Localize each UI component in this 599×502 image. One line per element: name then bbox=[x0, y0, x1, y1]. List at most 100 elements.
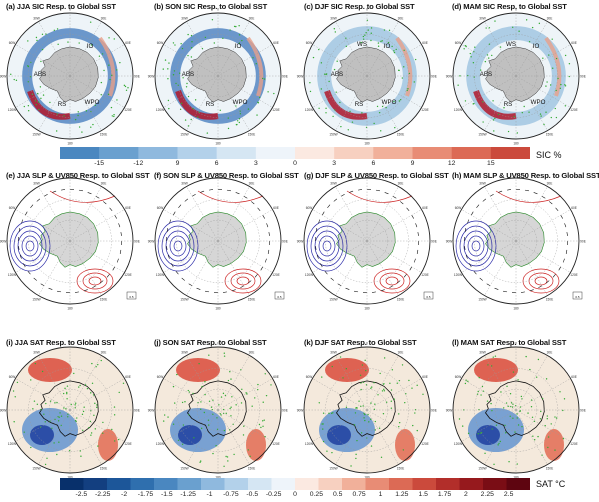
slp-map-panel: 0 30W 60W 90W 120W 150W 180 150E 120E 90E 60E 30E 0.… bbox=[446, 173, 586, 311]
map-tick-label: 150E bbox=[248, 467, 255, 471]
region-label: ABS bbox=[34, 71, 46, 78]
panel-title: (f) SON SLP & UV850 Resp. to Global SST bbox=[154, 171, 299, 180]
map-tick-label: 60E bbox=[422, 375, 428, 379]
map-tick-label: 150E bbox=[397, 133, 404, 137]
map-tick-label: 90E bbox=[431, 240, 437, 244]
map-tick-label: 0 bbox=[515, 342, 517, 346]
sic-colorbar-tick: 3 bbox=[332, 160, 337, 167]
map-tick-label: 30W bbox=[479, 16, 486, 20]
map-tick-label: 120W bbox=[454, 108, 462, 112]
map-tick-label: 180 bbox=[215, 476, 221, 480]
map-tick-label: 90E bbox=[580, 409, 586, 413]
sat-colorbar-swatch bbox=[389, 478, 413, 490]
map-tick-label: 180 bbox=[215, 307, 221, 311]
map-tick-label: 60W bbox=[306, 206, 313, 210]
map-tick-label: 120W bbox=[8, 442, 16, 446]
sat-colorbar-swatch bbox=[130, 478, 155, 490]
map-tick-label: 60W bbox=[455, 375, 462, 379]
map-tick-label: 30W bbox=[330, 181, 337, 185]
region-label: IO bbox=[533, 43, 540, 50]
map-tick-label: 30E bbox=[547, 181, 553, 185]
map-tick-label: 120E bbox=[124, 442, 131, 446]
sic-map-panel: 0 30W 60W 90W 120W 150W 180 150E 120E 90E 60E 30E AB… bbox=[0, 8, 140, 146]
map-tick-label: 120W bbox=[454, 442, 462, 446]
reference-vector-label: 0.5 bbox=[426, 295, 431, 299]
sat-colorbar-swatch bbox=[107, 478, 131, 490]
sat-map-panel: 0 30W 60W 90W 120W 150W 180 150E 120E 90E 60E 30E bbox=[297, 342, 437, 480]
map-tick-label: 30W bbox=[33, 181, 40, 185]
region-label: IO bbox=[384, 43, 391, 50]
sic-map-panel: 0 30W 60W 90W 120W 150W 180 150E 120E 90E 60E 30E AB… bbox=[446, 8, 586, 146]
map-tick-label: 30E bbox=[249, 181, 255, 185]
sat-colorbar-tick: 1.75 bbox=[437, 491, 452, 498]
sic-colorbar-tick: 6 bbox=[214, 160, 219, 167]
sic-colorbar-swatch bbox=[451, 147, 492, 159]
sat-map-panel: 0 30W 60W 90W 120W 150W 180 150E 120E 90E 60E 30E bbox=[0, 342, 140, 480]
sic-colorbar-tick: -15 bbox=[94, 160, 105, 167]
map-tick-label: 180 bbox=[364, 476, 370, 480]
map-tick-label: 150E bbox=[397, 298, 404, 302]
map-tick-label: 150W bbox=[32, 133, 40, 137]
slp-map-panel: 0 30W 60W 90W 120W 150W 180 150E 120E 90E 60E 30E 0.… bbox=[0, 173, 140, 311]
map-tick-label: 90W bbox=[148, 75, 155, 79]
region-label: IO bbox=[87, 43, 94, 50]
sat-colorbar-tick: -2 bbox=[121, 491, 128, 498]
map-tick-label: 0 bbox=[217, 342, 219, 346]
sat-colorbar-tick: -1 bbox=[206, 491, 213, 498]
sat-map-panel: 0 30W 60W 90W 120W 150W 180 150E 120E 90E 60E 30E bbox=[446, 342, 586, 480]
sat-colorbar-tick: -0.75 bbox=[223, 491, 239, 498]
slp-map-panel: 0 30W 60W 90W 120W 150W 180 150E 120E 90E 60E 30E 0.… bbox=[297, 173, 437, 311]
map-tick-label: 150E bbox=[546, 467, 553, 471]
map-tick-label: 180 bbox=[67, 476, 73, 480]
map-tick-label: 90W bbox=[297, 240, 304, 244]
map-tick-label: 60E bbox=[125, 375, 131, 379]
map-tick-label: 90E bbox=[282, 75, 288, 79]
map-tick-label: 0 bbox=[515, 173, 517, 177]
map-tick-label: 60W bbox=[157, 375, 164, 379]
map-tick-label: 150W bbox=[32, 467, 40, 471]
sat-colorbar-swatch bbox=[342, 478, 366, 490]
panel-title: (l) MAM SAT Resp. to Global SST bbox=[452, 338, 567, 347]
sat-colorbar-tick: -0.25 bbox=[265, 491, 282, 498]
map-tick-label: 30W bbox=[181, 16, 188, 20]
sat-colorbar bbox=[60, 478, 530, 490]
sat-colorbar-swatch bbox=[154, 478, 178, 490]
map-tick-label: 30E bbox=[249, 350, 255, 354]
map-tick-label: 120E bbox=[124, 273, 131, 277]
map-tick-label: 120W bbox=[8, 108, 16, 112]
region-label: RS bbox=[58, 101, 67, 108]
sic-colorbar-tick: 0 bbox=[293, 160, 297, 167]
sic-colorbar-swatch bbox=[60, 147, 100, 159]
map-tick-label: 60W bbox=[157, 206, 164, 210]
map-tick-label: 120W bbox=[156, 442, 164, 446]
map-tick-label: 120W bbox=[454, 273, 462, 277]
sat-colorbar-swatch bbox=[459, 478, 484, 490]
sic-colorbar-tick: 9 bbox=[175, 160, 180, 167]
sic-colorbar-tick: 12 bbox=[447, 160, 456, 167]
map-tick-label: 60E bbox=[125, 206, 131, 210]
sat-colorbar-swatch bbox=[60, 478, 84, 490]
map-tick-label: 120E bbox=[272, 273, 279, 277]
map-tick-label: 60W bbox=[455, 41, 462, 45]
map-tick-label: 30W bbox=[181, 181, 188, 185]
sat-colorbar-swatch bbox=[318, 478, 343, 490]
map-tick-label: 150E bbox=[397, 467, 404, 471]
sat-colorbar-tick: -1.75 bbox=[137, 491, 154, 498]
sat-colorbar-tick: 1.5 bbox=[418, 491, 428, 498]
map-tick-label: 0 bbox=[217, 8, 219, 12]
map-tick-label: 60W bbox=[9, 206, 16, 210]
map-tick-label: 150E bbox=[100, 133, 107, 137]
panel-title: (k) DJF SAT Resp. to Global SST bbox=[304, 338, 417, 347]
map-tick-label: 90E bbox=[134, 240, 140, 244]
map-tick-label: 120E bbox=[272, 108, 279, 112]
map-tick-label: 150E bbox=[546, 133, 553, 137]
sic-colorbar-swatch bbox=[99, 147, 139, 159]
sat-colorbar-swatch bbox=[271, 478, 296, 490]
map-tick-label: 150W bbox=[478, 467, 486, 471]
map-tick-label: 150E bbox=[100, 467, 107, 471]
map-tick-label: 120E bbox=[124, 108, 131, 112]
sat-colorbar-tick: 2.5 bbox=[503, 491, 514, 498]
sat-colorbar-swatch bbox=[295, 478, 319, 490]
map-tick-label: 90W bbox=[148, 409, 155, 413]
reference-vector-label: 0.5 bbox=[129, 295, 134, 299]
